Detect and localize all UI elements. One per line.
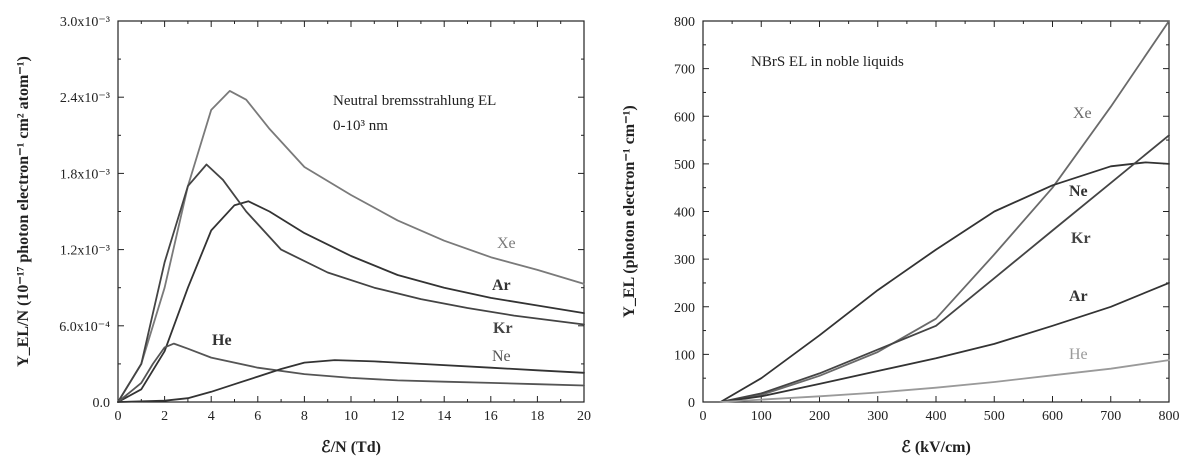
x-axis-label: ℰ (kV/cm) — [901, 439, 971, 456]
x-tick-label: 0 — [115, 409, 122, 424]
series-label-ar: Ar — [1069, 288, 1088, 305]
plot-frame — [702, 20, 1170, 403]
plot-frame — [117, 20, 585, 403]
series-label-he: He — [212, 332, 232, 349]
chart-1: 0 2 4 6 8 10 12 14 16 18 20 0.0 6.0x10⁻⁴ 1.2x10⁻³ 1.8x… — [15, 15, 591, 456]
y-tick-label: 2.4x10⁻³ — [60, 91, 110, 106]
y-axis-label: Y_EL/N (10⁻¹⁷ photon electron⁻¹ cm² atom… — [15, 56, 32, 367]
y-tick-label: 700 — [674, 63, 695, 78]
plot-annotation: NBrS EL in noble liquids — [751, 54, 904, 70]
y-tick-label: 6.0x10⁻⁴ — [59, 320, 110, 335]
y-tick-label: 800 — [674, 15, 695, 30]
x-tick-label: 400 — [926, 409, 947, 424]
series-line-ne — [719, 161, 1170, 403]
y-tick-label: 200 — [674, 301, 695, 316]
y-tick-label: 400 — [674, 206, 695, 221]
x-tick-label: 100 — [751, 409, 772, 424]
x-tick-label: 300 — [867, 409, 888, 424]
y-tick-label: 300 — [674, 253, 695, 268]
x-tick-label: 20 — [577, 409, 591, 424]
series-line-ar — [117, 200, 585, 403]
series-line-ar — [719, 282, 1170, 403]
series-line-he — [719, 359, 1170, 403]
plot-annotation: Neutral bremsstrahlung EL — [333, 93, 496, 109]
series-line-kr — [719, 134, 1170, 403]
x-tick-label: 18 — [530, 409, 544, 424]
series-label-kr: Kr — [1071, 230, 1091, 247]
y-axis-label: Y_EL (photon electron⁻¹ cm⁻¹) — [621, 105, 638, 317]
x-tick-label: 0 — [700, 409, 707, 424]
x-tick-label: 800 — [1159, 409, 1180, 424]
chart-2: 0 100 200 300 400 500 600 700 800 0 100 200 300 400 50… — [621, 15, 1180, 456]
series-label-xe: Xe — [1073, 105, 1092, 122]
x-tick-label: 12 — [391, 409, 405, 424]
x-tick-label: 700 — [1100, 409, 1121, 424]
y-tick-label: 0.0 — [93, 396, 111, 411]
plot-annotation: 0-10³ nm — [333, 118, 388, 134]
x-tick-label: 6 — [254, 409, 261, 424]
series-line-he — [117, 359, 585, 403]
y-tick-label: 1.2x10⁻³ — [60, 244, 110, 259]
x-tick-label: 600 — [1042, 409, 1063, 424]
y-tick-label: 3.0x10⁻³ — [60, 15, 110, 30]
x-tick-label: 2 — [161, 409, 168, 424]
series-label-kr: Kr — [493, 320, 513, 337]
series-label-xe: Xe — [497, 235, 516, 252]
x-tick-label: 10 — [344, 409, 358, 424]
series-label-ar: Ar — [492, 277, 511, 294]
x-tick-label: 14 — [437, 409, 451, 424]
series-line-xe — [117, 90, 585, 403]
x-tick-label: 500 — [984, 409, 1005, 424]
x-tick-label: 4 — [208, 409, 215, 424]
y-tick-label: 600 — [674, 110, 695, 125]
y-tick-label: 500 — [674, 158, 695, 173]
y-tick-label: 100 — [674, 348, 695, 363]
series-line-xe — [719, 20, 1170, 403]
series-line-ne — [117, 342, 585, 403]
x-tick-label: 200 — [809, 409, 830, 424]
x-tick-label: 16 — [484, 409, 498, 424]
y-tick-label: 1.8x10⁻³ — [60, 167, 110, 182]
y-tick-label: 0 — [688, 396, 695, 411]
x-tick-label: 8 — [301, 409, 308, 424]
x-axis-label: ℰ/N (Td) — [321, 439, 381, 456]
series-line-kr — [117, 163, 585, 403]
series-label-ne: Ne — [1069, 183, 1088, 200]
series-label-he: He — [1069, 346, 1088, 363]
series-label-ne: Ne — [492, 348, 511, 365]
